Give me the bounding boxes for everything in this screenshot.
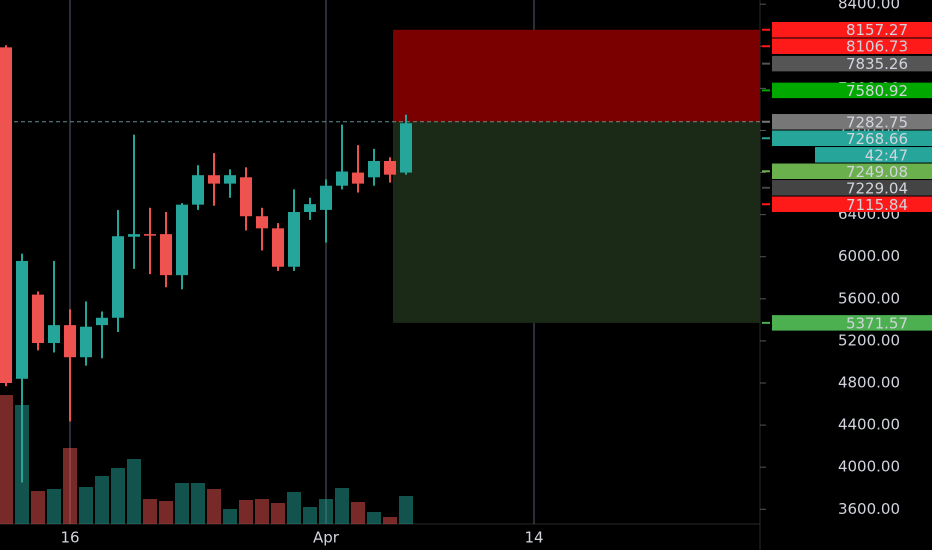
x-tick-label: 14 <box>524 529 543 547</box>
candle-body <box>272 228 284 267</box>
price-label-box <box>772 114 932 130</box>
candle-body <box>64 325 76 358</box>
candle-body <box>336 171 348 186</box>
volume-bar <box>367 512 381 524</box>
candle-body <box>112 236 124 318</box>
candle-body <box>304 204 316 213</box>
volume-bar <box>47 489 61 524</box>
volume-bar <box>351 502 365 524</box>
y-tick-label: 3600.00 <box>838 500 900 518</box>
volume-bar <box>271 503 285 524</box>
y-tick-label: 5600.00 <box>838 289 900 307</box>
price-label: 5371.57 <box>846 314 908 332</box>
volume-bar <box>175 483 189 524</box>
price-label-box <box>772 82 932 99</box>
candle-body <box>256 216 268 229</box>
price-label: 8106.73 <box>846 38 908 56</box>
price-label: 7282.75 <box>846 113 908 131</box>
y-tick-label: 5200.00 <box>838 331 900 349</box>
candle-body <box>224 175 236 184</box>
candle-body <box>32 294 44 344</box>
volume-bar <box>0 395 13 524</box>
price-label: 7229.04 <box>846 179 908 197</box>
volume-bar <box>79 487 93 524</box>
y-tick-label: 4800.00 <box>838 374 900 392</box>
stop-zone <box>393 29 760 122</box>
price-label-box <box>772 163 932 180</box>
candle-body <box>208 175 220 184</box>
candle-body <box>96 317 108 326</box>
y-tick-label: 6000.00 <box>838 247 900 265</box>
candle-body <box>384 160 396 175</box>
volume-bar <box>335 488 349 524</box>
price-label-box <box>772 196 932 213</box>
candle-body <box>80 326 92 358</box>
volume-bar <box>319 499 333 524</box>
candle-body <box>0 47 12 384</box>
volume-bar <box>239 500 253 524</box>
candle-body <box>288 212 300 267</box>
volume-bar <box>95 476 109 524</box>
candle-body <box>400 123 412 173</box>
price-label-box <box>772 315 932 331</box>
price-label: 7580.92 <box>846 82 908 100</box>
volume-bar <box>223 509 237 524</box>
volume-bar <box>63 448 77 524</box>
price-label-box <box>772 55 932 72</box>
candle-body <box>192 175 204 205</box>
volume-bar <box>399 496 413 524</box>
price-label: 7249.08 <box>846 163 908 181</box>
candle-body <box>16 260 28 379</box>
price-label-box <box>772 180 932 196</box>
volume-bar <box>111 468 125 524</box>
countdown-box <box>815 147 932 163</box>
countdown: 42:47 <box>865 146 908 164</box>
price-label-box <box>772 21 932 38</box>
volume-bar <box>207 489 221 524</box>
volume-bar <box>383 517 397 524</box>
y-tick-label: 8400.00 <box>838 0 900 13</box>
volume-bar <box>143 499 157 524</box>
price-label-box <box>772 38 932 54</box>
candle-body <box>352 172 364 184</box>
volume-bar <box>191 483 205 524</box>
price-label: 7835.26 <box>846 55 908 73</box>
x-tick-label: Apr <box>313 529 340 547</box>
candle-body <box>320 185 332 210</box>
volume-bar <box>127 459 141 524</box>
volume-bar <box>287 492 301 524</box>
candle-body <box>240 177 252 217</box>
price-label: 7268.66 <box>846 130 908 148</box>
candle-body <box>160 234 172 276</box>
candle-body <box>176 204 188 276</box>
price-label-box <box>772 130 932 147</box>
candle-body <box>128 234 140 237</box>
y-tick-label: 4000.00 <box>838 458 900 476</box>
candle-body <box>144 234 156 236</box>
volume-bar <box>255 499 269 524</box>
volume-bar <box>31 491 45 524</box>
volume-bar <box>303 507 317 524</box>
x-tick-label: 16 <box>60 529 79 547</box>
candle-body <box>48 325 60 344</box>
price-label: 8157.27 <box>846 21 908 39</box>
volume-bar <box>159 501 173 524</box>
price-label: 7115.84 <box>846 196 908 214</box>
y-tick-label: 4400.00 <box>838 416 900 434</box>
candle-body <box>368 160 380 178</box>
target-zone <box>393 121 760 323</box>
